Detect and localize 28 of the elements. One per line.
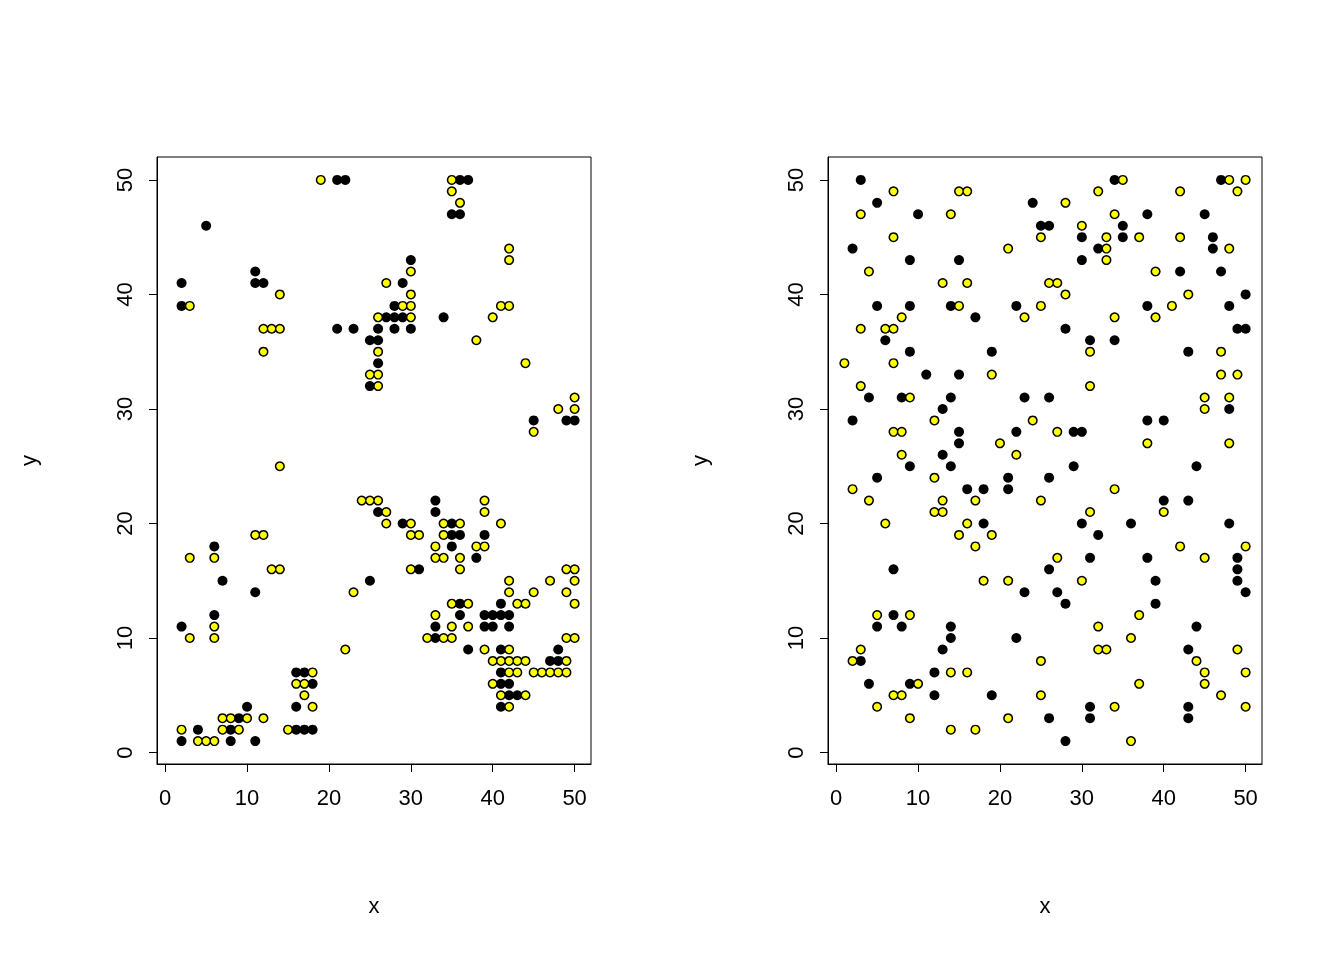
y-tick-label: 50 bbox=[111, 167, 137, 193]
y-tick-label: 30 bbox=[782, 396, 808, 422]
y-tick-label: 10 bbox=[782, 625, 808, 651]
x-tick-label: 30 bbox=[1069, 784, 1095, 810]
x-tick-label: 20 bbox=[316, 784, 342, 810]
y-tick-label: 40 bbox=[782, 282, 808, 307]
x-tick-label: 20 bbox=[987, 784, 1013, 810]
y-tick-label: 50 bbox=[782, 167, 808, 193]
y-axis-title: y bbox=[686, 455, 712, 466]
y-tick-label: 0 bbox=[782, 746, 808, 759]
y-tick-label: 20 bbox=[111, 511, 137, 536]
x-tick-label: 0 bbox=[159, 784, 172, 810]
y-tick-label: 0 bbox=[111, 746, 137, 759]
y-tick-label: 10 bbox=[111, 625, 137, 651]
x-tick-label: 10 bbox=[905, 784, 931, 810]
x-tick-label: 50 bbox=[562, 784, 587, 810]
x-tick-label: 50 bbox=[1233, 784, 1258, 810]
x-tick-label: 10 bbox=[234, 784, 260, 810]
x-axis-title: x bbox=[368, 892, 380, 918]
x-tick-label: 40 bbox=[480, 784, 505, 810]
y-tick-label: 30 bbox=[111, 396, 137, 422]
x-axis-title: x bbox=[1039, 892, 1051, 918]
y-tick-label: 20 bbox=[782, 511, 808, 536]
x-tick-label: 40 bbox=[1151, 784, 1176, 810]
x-tick-label: 0 bbox=[830, 784, 843, 810]
y-axis-title: y bbox=[15, 455, 41, 466]
y-tick-label: 40 bbox=[111, 282, 137, 307]
x-tick-label: 30 bbox=[398, 784, 424, 810]
